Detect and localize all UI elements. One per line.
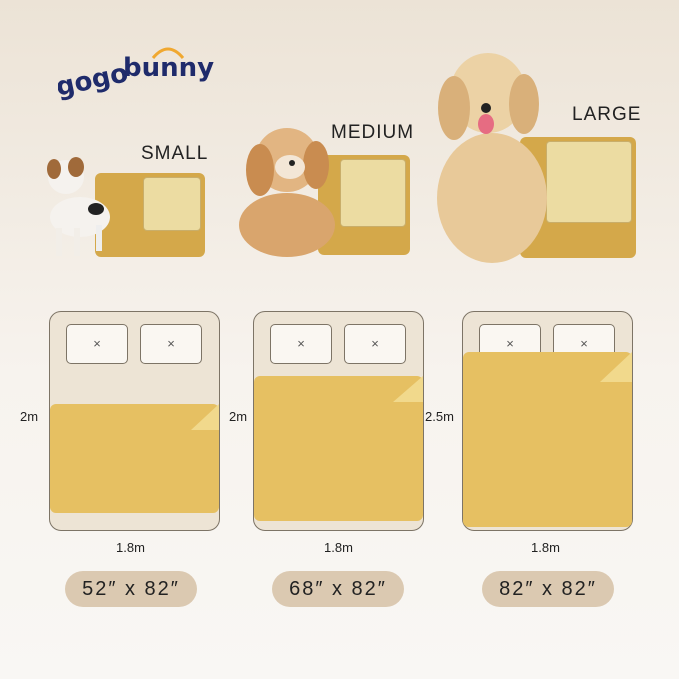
svg-text:bunny: bunny bbox=[123, 53, 214, 83]
pillow: × bbox=[270, 324, 332, 364]
size-label-medium: MEDIUM bbox=[331, 122, 415, 143]
large-dog-image bbox=[437, 53, 547, 263]
medium-pad-image bbox=[318, 155, 410, 255]
bed-diagram-medium: × × bbox=[253, 311, 424, 531]
dimension-badge-small: 52″ x 82″ bbox=[65, 571, 197, 607]
bed-height-small: 2m bbox=[20, 409, 39, 424]
gogobunny-logo: gogo bunny bbox=[58, 47, 214, 103]
pillow: × bbox=[66, 324, 128, 364]
bed-diagram-large: × × bbox=[462, 311, 633, 531]
pad-coverage-large bbox=[463, 352, 632, 527]
size-label-small: SMALL bbox=[141, 143, 209, 164]
bed-height-medium: 2m bbox=[229, 409, 248, 424]
svg-text:gogo: gogo bbox=[58, 58, 131, 103]
pad-coverage-small bbox=[50, 404, 219, 513]
bed-width-medium: 1.8m bbox=[324, 540, 353, 555]
small-dog-image bbox=[47, 157, 110, 256]
bed-width-small: 1.8m bbox=[116, 540, 145, 555]
bed-width-large: 1.8m bbox=[531, 540, 560, 555]
bed-height-large: 2.5m bbox=[425, 409, 454, 424]
large-pad-image bbox=[520, 137, 636, 258]
pad-coverage-medium bbox=[254, 376, 423, 521]
pillow: × bbox=[140, 324, 202, 364]
small-pad-image bbox=[95, 173, 205, 257]
size-label-large: LARGE bbox=[572, 104, 642, 125]
bed-diagram-small: × × bbox=[49, 311, 220, 531]
medium-dog-image bbox=[239, 128, 335, 257]
dimension-badge-medium: 68″ x 82″ bbox=[272, 571, 404, 607]
dimension-badge-large: 82″ x 82″ bbox=[482, 571, 614, 607]
pillow: × bbox=[344, 324, 406, 364]
